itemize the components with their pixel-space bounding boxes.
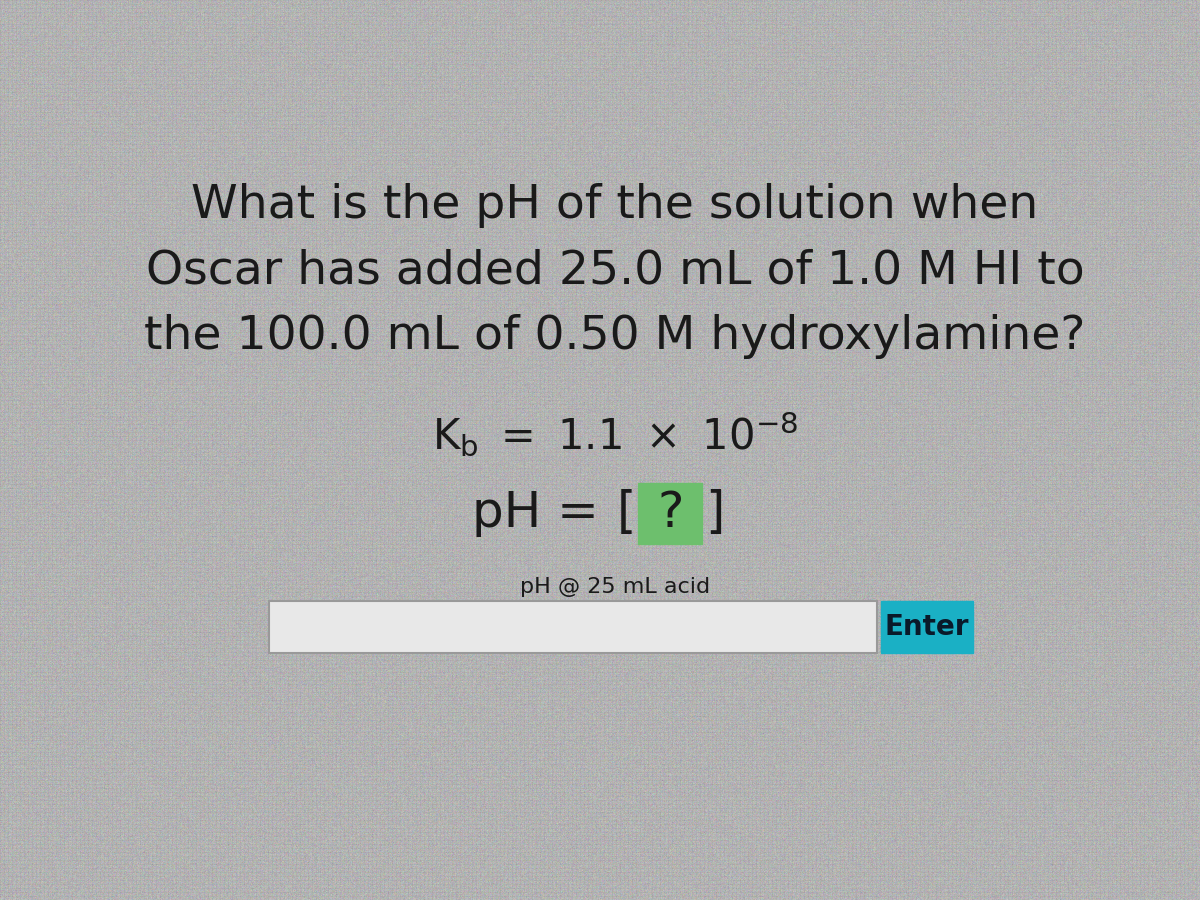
Text: pH @ 25 mL acid: pH @ 25 mL acid bbox=[520, 577, 710, 597]
Text: Oscar has added 25.0 mL of 1.0 M HI to: Oscar has added 25.0 mL of 1.0 M HI to bbox=[145, 248, 1085, 293]
FancyBboxPatch shape bbox=[638, 482, 702, 544]
FancyBboxPatch shape bbox=[881, 600, 973, 653]
Text: pH =: pH = bbox=[473, 490, 616, 537]
Text: [: [ bbox=[617, 490, 636, 537]
Text: What is the pH of the solution when: What is the pH of the solution when bbox=[191, 183, 1039, 228]
Text: ?: ? bbox=[658, 490, 684, 537]
Text: the 100.0 mL of 0.50 M hydroxylamine?: the 100.0 mL of 0.50 M hydroxylamine? bbox=[144, 314, 1086, 359]
FancyBboxPatch shape bbox=[269, 600, 877, 653]
Text: $\mathrm{K_b}\ =\ 1.1\ \times\ 10^{-8}$: $\mathrm{K_b}\ =\ 1.1\ \times\ 10^{-8}$ bbox=[432, 410, 798, 458]
Text: ]: ] bbox=[706, 490, 725, 537]
Text: Enter: Enter bbox=[884, 613, 970, 641]
